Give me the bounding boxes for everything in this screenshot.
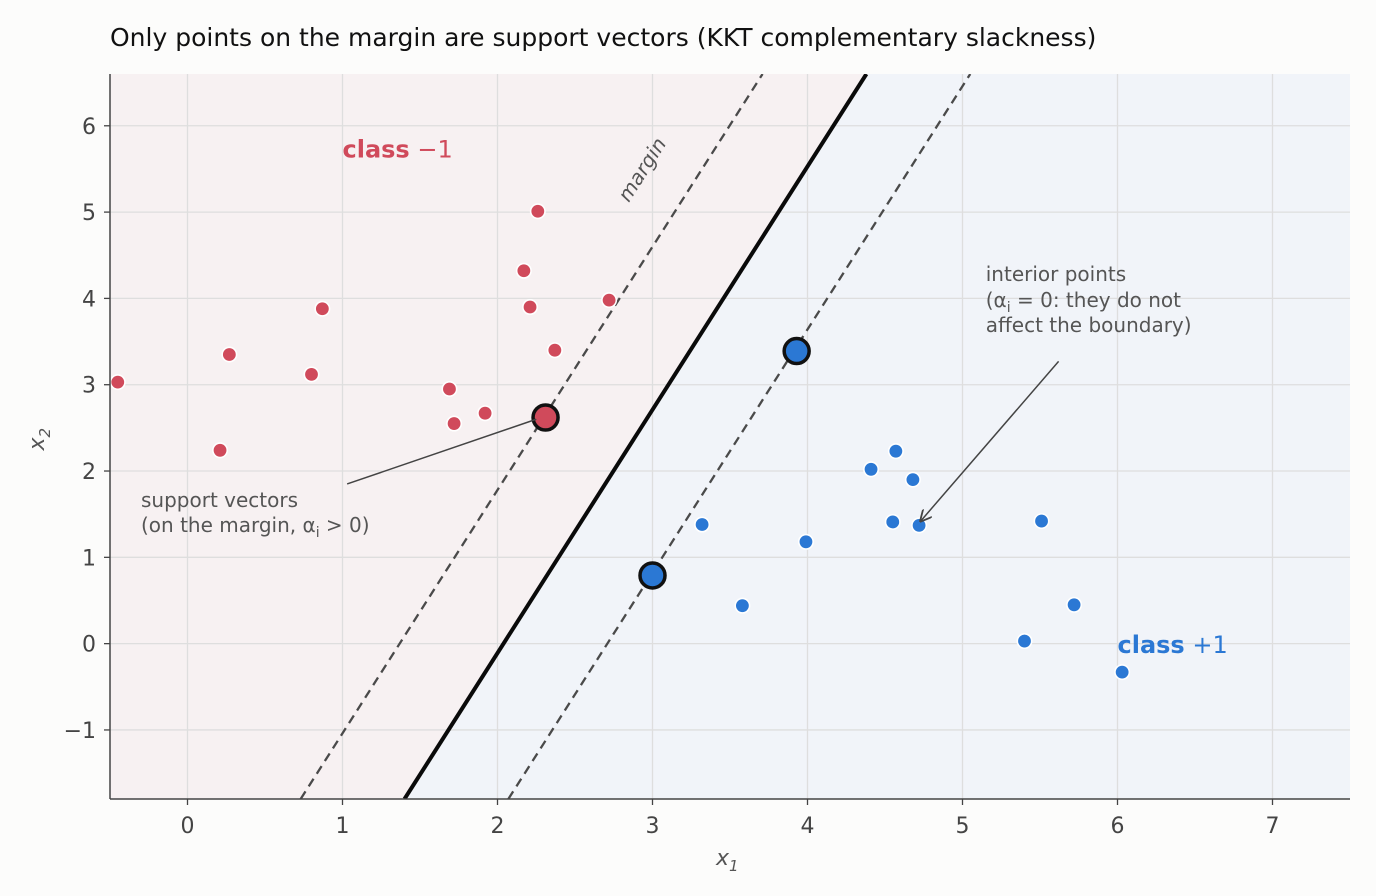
y-tick-label: 5: [82, 201, 96, 226]
support-vector: [638, 561, 667, 590]
interior-annotation-line3: affect the boundary): [986, 313, 1192, 337]
data-point: [303, 366, 320, 383]
data-point: [884, 513, 901, 530]
class-positive-label: class +1: [1118, 631, 1228, 659]
x-tick-label: 3: [646, 814, 660, 839]
interior-arrow: [921, 360, 1060, 521]
support-annotation-line1: support vectors: [141, 488, 298, 512]
data-point: [529, 203, 546, 220]
margin-line: [507, 74, 972, 799]
x-tick-label: 0: [181, 814, 195, 839]
data-point: [522, 299, 539, 316]
data-point: [212, 442, 229, 459]
x-tick-label: 2: [491, 814, 505, 839]
x-tick-label: 5: [956, 814, 970, 839]
interior-annotation-line2: (αi = 0: they do not: [986, 288, 1181, 316]
y-axis-label: x2: [25, 428, 54, 452]
x-tick-label: 1: [336, 814, 350, 839]
x-tick-label: 4: [801, 814, 815, 839]
plot-regions: [110, 74, 1350, 799]
x-axis-label: x1: [715, 846, 739, 875]
y-tick-label: 3: [82, 374, 96, 399]
data-point: [1016, 633, 1033, 650]
data-point: [1066, 596, 1083, 613]
data-point: [221, 346, 238, 363]
data-point: [1033, 513, 1050, 530]
y-tick-label: 6: [82, 115, 96, 140]
data-point: [863, 461, 880, 478]
y-tick-label: 0: [82, 633, 96, 658]
data-point: [887, 443, 904, 460]
y-tick-label: 4: [82, 287, 96, 312]
data-point: [797, 533, 814, 550]
interior-annotation-line1: interior points: [986, 262, 1126, 286]
data-point: [694, 516, 711, 533]
data-point: [904, 471, 921, 488]
y-tick-label: 1: [82, 546, 96, 571]
data-point: [1114, 664, 1131, 681]
data-point: [446, 415, 463, 432]
data-points: [109, 203, 1131, 681]
axes: 0 1 2 3 4 5 6 7 −1 0 1 2 3 4 5 6 x1 x2: [25, 74, 1350, 875]
y-tick-label: 2: [82, 460, 96, 485]
chart-title: Only points on the margin are support ve…: [110, 23, 1096, 52]
y-tick-label: −1: [64, 719, 96, 744]
positive-region: [404, 74, 1350, 799]
data-point: [911, 517, 928, 534]
data-point: [515, 262, 532, 279]
data-point: [314, 300, 331, 317]
x-tick-label: 6: [1111, 814, 1125, 839]
support-vector: [531, 403, 560, 432]
support-annotation-line2: (on the margin, αi > 0): [141, 513, 370, 541]
data-point: [601, 292, 618, 309]
data-point: [734, 597, 751, 614]
data-point: [546, 342, 563, 359]
decision-boundary: [402, 74, 869, 799]
support-vector: [782, 336, 811, 366]
grid: [110, 74, 1350, 799]
support-arrow: [346, 418, 537, 485]
data-point: [477, 405, 494, 422]
x-tick-label: 7: [1266, 814, 1280, 839]
margin-line: [299, 74, 764, 799]
data-point: [441, 381, 458, 398]
decision-lines: [299, 74, 972, 799]
data-point: [109, 374, 126, 391]
class-negative-label: class −1: [343, 136, 453, 164]
negative-region: [110, 74, 867, 799]
